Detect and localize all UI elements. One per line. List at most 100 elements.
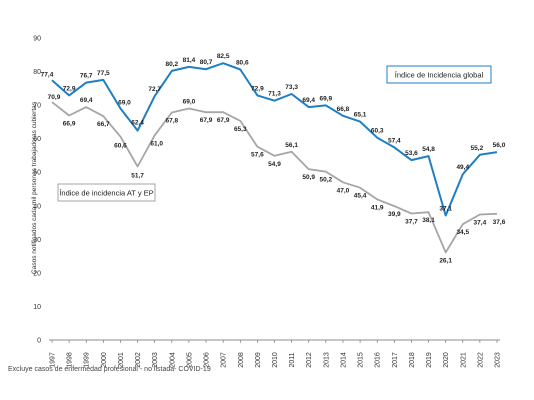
- data-label-global: 69,0: [118, 99, 131, 106]
- x-tick-label: 2014: [340, 352, 347, 368]
- y-tick-label: 30: [33, 237, 41, 244]
- data-label-at-ep: 34,5: [456, 229, 469, 236]
- legend-at-ep: Índice de incidencia AT y EP: [57, 183, 156, 202]
- data-label-global: 80,2: [165, 61, 178, 68]
- series-line-at-ep: [51, 101, 498, 254]
- data-label-global: 77,5: [97, 70, 110, 77]
- legend-at-ep-text: Índice de incidencia AT y EP: [59, 189, 153, 198]
- x-tick-label: 2004: [169, 352, 176, 368]
- data-label-at-ep: 67,9: [217, 117, 230, 124]
- x-tick-label: 2023: [495, 352, 502, 368]
- data-labels: 77,4 72,9 76,7 77,5 69,0 62,4 72,7 80,2 81,4 80,7…: [41, 53, 506, 264]
- y-tick-label: 80: [33, 69, 41, 76]
- legend-global: Índice de Incidencia global: [386, 65, 492, 84]
- x-tick-label: 2010: [272, 352, 279, 368]
- y-tick-label: 10: [33, 304, 41, 311]
- x-tick-label: 2020: [443, 352, 450, 368]
- data-label-at-ep: 60,6: [114, 143, 127, 150]
- data-label-at-ep: 38,1: [422, 217, 435, 224]
- x-tick-label: 2018: [409, 352, 416, 368]
- data-label-at-ep: 39,9: [388, 211, 401, 218]
- data-label-at-ep: 67,9: [200, 117, 213, 124]
- series-line-global: [51, 62, 498, 217]
- data-label-global: 53,6: [405, 150, 418, 157]
- data-label-at-ep: 50,9: [302, 174, 315, 181]
- data-label-global: 80,6: [236, 60, 249, 67]
- x-tick-label: 2016: [375, 352, 382, 368]
- data-label-global: 69,9: [320, 95, 333, 102]
- data-label-global: 73,3: [285, 84, 298, 91]
- data-label-at-ep: 56,1: [285, 142, 298, 149]
- data-label-global: 60,3: [371, 128, 384, 135]
- x-tick-label: 2013: [323, 352, 330, 368]
- data-label-global: 69,4: [302, 97, 315, 104]
- data-label-at-ep: 66,7: [97, 121, 110, 128]
- data-label-at-ep: 65,3: [234, 126, 247, 133]
- y-tick-label: 90: [33, 36, 41, 43]
- data-label-at-ep: 45,4: [354, 193, 367, 200]
- data-label-at-ep: 50,2: [320, 177, 333, 184]
- x-tick-label: 2022: [477, 352, 484, 368]
- data-label-global: 72,9: [251, 85, 264, 92]
- data-label-global: 55,2: [471, 145, 484, 152]
- series-lines: [51, 62, 498, 254]
- data-label-at-ep: 57,6: [251, 152, 264, 159]
- x-tick-label: 2019: [426, 352, 433, 368]
- data-label-global: 37,1: [439, 206, 452, 213]
- x-tick-label: 2005: [186, 352, 193, 368]
- data-label-global: 72,9: [63, 85, 76, 92]
- y-tick-label: 20: [33, 270, 41, 277]
- data-label-at-ep: 66,9: [63, 121, 76, 128]
- x-tick-label: 2021: [460, 352, 467, 368]
- data-label-at-ep: 26,1: [439, 257, 452, 264]
- data-label-at-ep: 54,9: [268, 161, 281, 168]
- data-label-global: 56,0: [493, 142, 506, 149]
- x-tick-label: 1998: [67, 352, 74, 368]
- data-label-at-ep: 47,0: [337, 187, 350, 194]
- data-label-global: 81,4: [183, 57, 196, 64]
- data-label-global: 72,7: [148, 86, 161, 93]
- y-tick-label: 60: [33, 136, 41, 143]
- x-tick-label: 2015: [358, 352, 365, 368]
- x-tick-label: 2008: [238, 352, 245, 368]
- x-tick-label: 2017: [392, 352, 399, 368]
- data-label-global: 80,7: [200, 59, 213, 66]
- data-label-global: 77,4: [41, 71, 54, 78]
- data-label-global: 65,1: [354, 112, 367, 119]
- data-label-at-ep: 37,6: [493, 219, 506, 226]
- y-tick-label: 70: [33, 103, 41, 110]
- x-tick-label: 1999: [84, 352, 91, 368]
- data-label-global: 62,4: [131, 120, 144, 127]
- data-label-global: 76,7: [80, 73, 93, 80]
- data-label-global: 71,3: [268, 91, 281, 98]
- axes: 0 10 20 30 40 50 60 70 80 90 1997 1998 1999 2000 2001 2…: [33, 36, 501, 368]
- x-tick-label: 2009: [255, 352, 262, 368]
- y-axis-label: Casos notificados cada mil personas trab…: [31, 101, 38, 274]
- data-label-at-ep: 37,7: [405, 218, 418, 225]
- data-label-at-ep: 61,0: [150, 140, 163, 147]
- data-label-at-ep: 69,0: [183, 98, 196, 105]
- x-tick-label: 2001: [118, 352, 125, 368]
- data-label-at-ep: 41,9: [371, 204, 384, 211]
- x-tick-label: 2007: [221, 352, 228, 368]
- legend-at-ep-box: [57, 183, 156, 202]
- legend-global-box: [386, 65, 492, 84]
- data-label-global: 57,4: [388, 137, 401, 144]
- y-tick-label: 0: [37, 338, 41, 345]
- data-label-global: 49,4: [456, 164, 469, 171]
- x-tick-label: 2012: [306, 352, 313, 368]
- data-label-global: 66,8: [337, 106, 350, 113]
- data-label-at-ep: 51,7: [131, 173, 144, 180]
- legends: Índice de Incidencia global Índice de inc…: [57, 65, 492, 202]
- data-label-at-ep: 69,4: [80, 97, 93, 104]
- data-label-global: 82,5: [217, 53, 230, 60]
- data-label-at-ep: 37,4: [474, 220, 487, 227]
- data-label-at-ep: 67,8: [165, 117, 178, 124]
- y-tick-label: 50: [33, 170, 41, 177]
- x-tick-label: 2000: [101, 352, 108, 368]
- footnote: Excluye casos de enfermedad profesional …: [8, 366, 211, 373]
- x-tick-label: 2006: [204, 352, 211, 368]
- x-tick-label: 2002: [135, 352, 142, 368]
- legend-global-text: Índice de Incidencia global: [395, 71, 484, 80]
